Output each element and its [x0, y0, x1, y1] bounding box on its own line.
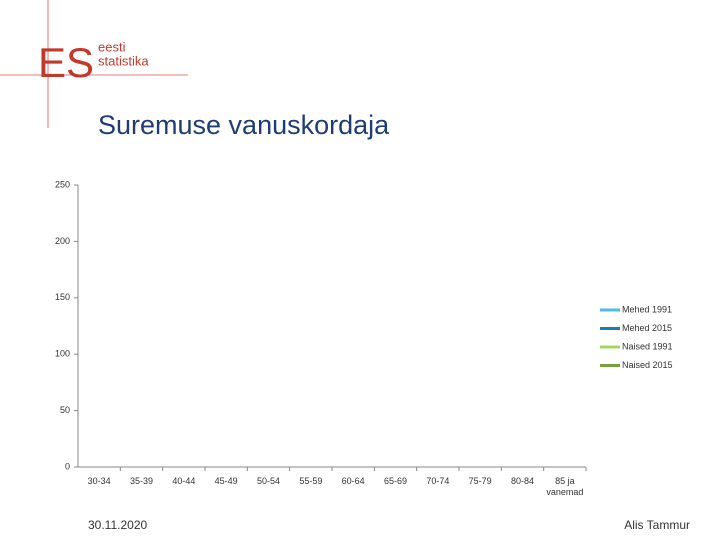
y-tick-label: 150 — [55, 292, 70, 302]
x-tick-label: 80-84 — [510, 476, 535, 486]
x-tick-label: 50-54 — [256, 476, 281, 486]
x-tick-label: 85 ja vanemad — [546, 476, 584, 497]
legend-label: Naised 2015 — [622, 360, 673, 370]
x-tick-label: 75-79 — [468, 476, 492, 486]
logo-text: eesti — [98, 39, 126, 54]
legend-label: Naised 1991 — [622, 341, 673, 351]
x-tick-label: 60-64 — [341, 476, 365, 486]
y-tick-label: 100 — [55, 349, 70, 359]
logo-text: statistika — [98, 53, 149, 68]
y-tick-label: 50 — [60, 405, 70, 415]
chart-title: Suremuse vanuskordaja — [98, 110, 390, 140]
x-tick-label: 70-74 — [426, 476, 450, 486]
x-tick-label: 45-49 — [214, 476, 238, 486]
y-tick-label: 200 — [55, 236, 70, 246]
y-tick-label: 0 — [65, 461, 70, 471]
x-tick-label: 30-34 — [87, 476, 111, 486]
legend-label: Mehed 2015 — [622, 323, 672, 333]
footer-author: Alis Tammur — [624, 518, 690, 532]
legend-label: Mehed 1991 — [622, 304, 672, 314]
logo-mark: ES — [38, 39, 94, 86]
x-tick-label: 35-39 — [129, 476, 154, 486]
footer-date: 30.11.2020 — [88, 518, 147, 532]
x-tick-label: 40-44 — [172, 476, 196, 486]
x-tick-label: 65-69 — [383, 476, 408, 486]
x-tick-label: 55-59 — [299, 476, 323, 486]
y-tick-label: 250 — [55, 179, 70, 189]
